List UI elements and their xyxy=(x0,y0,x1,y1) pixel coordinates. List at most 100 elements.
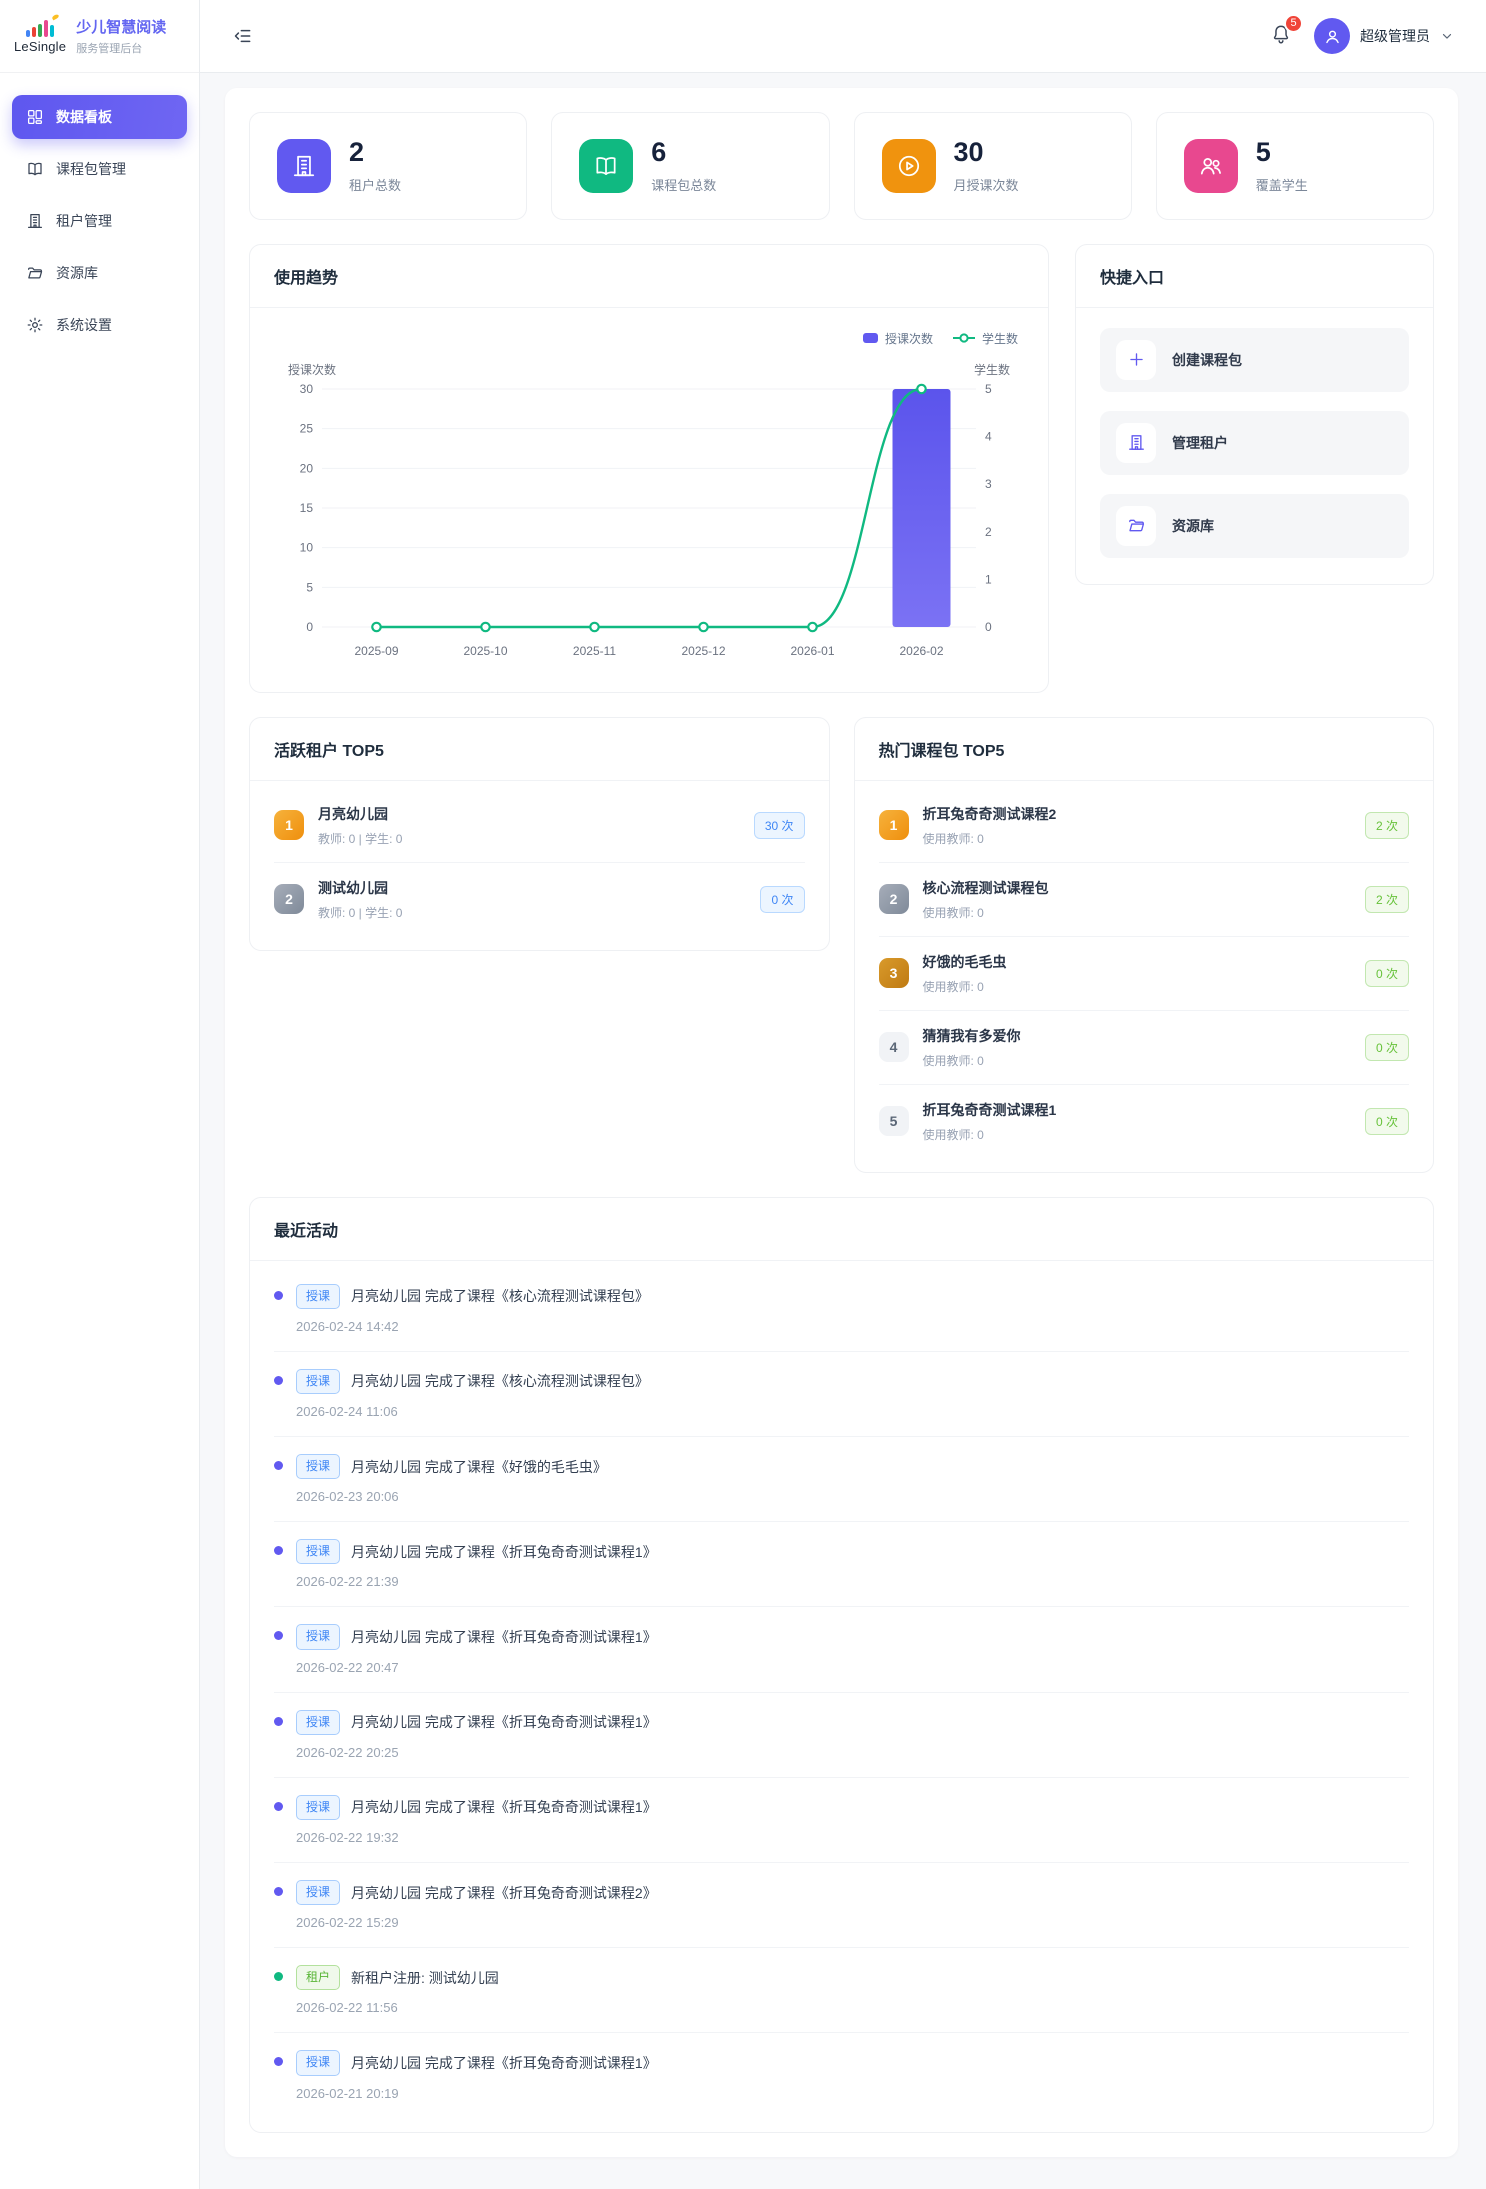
activity-text: 月亮幼儿园 完成了课程《折耳兔奇奇测试课程1》 xyxy=(351,1799,657,1816)
building-icon xyxy=(293,155,315,176)
sidebar-item-1[interactable]: 课程包管理 xyxy=(12,147,187,191)
activity-time: 2026-02-22 11:56 xyxy=(296,2000,398,2016)
count-badge: 0 次 xyxy=(1364,1107,1409,1135)
quick-entry-card: 快捷入口 创建课程包 管理租户 资源库 xyxy=(1075,243,1434,585)
legend-label: 学生数 xyxy=(981,331,1018,346)
rank-badge: 1 xyxy=(878,810,909,841)
sidebar-item-3[interactable]: 资源库 xyxy=(12,251,187,295)
people-icon xyxy=(1200,157,1221,175)
quick-entry-item-1[interactable]: 管理租户 xyxy=(1100,410,1409,475)
activity-tag: 授课 xyxy=(296,1709,341,1735)
sidebar-collapse-button[interactable] xyxy=(226,19,260,53)
user-name: 超级管理员 xyxy=(1360,28,1430,44)
activity-text: 月亮幼儿园 完成了课程《折耳兔奇奇测试课程2》 xyxy=(351,1884,657,1901)
sidebar-item-label: 系统设置 xyxy=(56,317,112,333)
item-name: 折耳兔奇奇测试课程1 xyxy=(922,1101,1057,1118)
item-meta: 使用教师: 0 xyxy=(922,979,984,994)
quick-entry-icon-tile xyxy=(1116,339,1156,380)
activity-dot xyxy=(274,1716,283,1726)
sidebar-item-4[interactable]: 系统设置 xyxy=(12,303,187,347)
lesingle-logo-icon: LeSingle xyxy=(14,13,67,54)
item-name: 测试幼儿园 xyxy=(318,879,388,896)
svg-text:0: 0 xyxy=(985,620,992,634)
bell-icon xyxy=(1273,24,1289,43)
activity-item: 授课 月亮幼儿园 完成了课程《核心流程测试课程包》 2026-02-24 14:… xyxy=(274,1267,1409,1352)
fold-icon xyxy=(234,29,251,43)
svg-text:3: 3 xyxy=(985,477,992,491)
stat-label: 覆盖学生 xyxy=(1255,177,1308,193)
activity-time: 2026-02-24 14:42 xyxy=(296,1318,399,1334)
activity-text: 月亮幼儿园 完成了课程《折耳兔奇奇测试课程1》 xyxy=(351,1629,657,1646)
top-list-item: 1 折耳兔奇奇测试课程2 使用教师: 0 2 次 xyxy=(878,789,1409,863)
stat-value: 2 xyxy=(349,137,365,167)
stats-row: 2 租户总数 6 课程包总数 30 月授课次数 5 覆盖学生 xyxy=(249,112,1434,220)
activity-text: 月亮幼儿园 完成了课程《折耳兔奇奇测试课程1》 xyxy=(351,1543,657,1560)
quick-entry-title: 快捷入口 xyxy=(1076,245,1433,308)
activity-tag: 授课 xyxy=(296,1624,341,1650)
activity-dot xyxy=(274,1461,283,1471)
topbar: 5 超级管理员 xyxy=(200,0,1486,73)
dashboard-icon xyxy=(27,109,43,125)
top-list-item: 4 猜猜我有多爱你 使用教师: 0 0 次 xyxy=(878,1011,1409,1085)
activity-time: 2026-02-22 19:32 xyxy=(296,1830,399,1845)
activity-text: 月亮幼儿园 完成了课程《折耳兔奇奇测试课程1》 xyxy=(351,1714,657,1731)
count-badge: 2 次 xyxy=(1364,811,1409,839)
usage-trend-title: 使用趋势 xyxy=(250,245,1048,308)
play-circle-icon xyxy=(898,155,919,176)
activity-tag: 租户 xyxy=(296,1965,341,1991)
activity-time: 2026-02-23 20:06 xyxy=(296,1489,399,1505)
activity-dot xyxy=(274,1546,283,1556)
top-list-item: 1 月亮幼儿园 教师: 0 | 学生: 0 30 次 xyxy=(274,789,805,863)
stat-value: 5 xyxy=(1255,137,1271,167)
quick-entry-list: 创建课程包 管理租户 资源库 xyxy=(1076,308,1433,584)
activity-item: 授课 月亮幼儿园 完成了课程《折耳兔奇奇测试课程1》 2026-02-22 21… xyxy=(274,1522,1409,1608)
item-name: 好饿的毛毛虫 xyxy=(922,953,1007,970)
activity-item: 授课 月亮幼儿园 完成了课程《折耳兔奇奇测试课程2》 2026-02-22 15… xyxy=(274,1863,1409,1949)
rank-badge: 3 xyxy=(878,958,909,989)
app-title: 少儿智慧阅读 xyxy=(76,19,167,36)
bar-legend-swatch xyxy=(862,333,878,344)
stat-icon-tile xyxy=(579,138,634,193)
svg-text:20: 20 xyxy=(300,461,314,475)
svg-text:25: 25 xyxy=(300,421,314,435)
item-name: 核心流程测试课程包 xyxy=(922,879,1049,896)
user-menu[interactable]: 超级管理员 xyxy=(1314,18,1454,54)
sidebar-item-2[interactable]: 租户管理 xyxy=(12,199,187,243)
book-icon xyxy=(596,157,616,175)
activity-text: 新租户注册: 测试幼儿园 xyxy=(351,1969,499,1986)
activity-dot xyxy=(274,2057,283,2067)
book-icon xyxy=(28,162,42,176)
sidebar-item-0[interactable]: 数据看板 xyxy=(12,95,187,139)
item-meta: 使用教师: 0 xyxy=(922,1053,984,1068)
stat-card-0: 2 租户总数 xyxy=(249,112,528,220)
svg-text:4: 4 xyxy=(985,429,992,443)
recent-activity-title: 最近活动 xyxy=(250,1198,1433,1261)
svg-text:学生数: 学生数 xyxy=(974,362,1010,377)
brand-header: LeSingle 少儿智慧阅读 服务管理后台 xyxy=(0,0,199,73)
quick-entry-item-2[interactable]: 资源库 xyxy=(1100,493,1409,558)
legend-item-line[interactable]: 学生数 xyxy=(952,330,1018,347)
activity-tag: 授课 xyxy=(296,1539,341,1565)
top-list-item: 2 核心流程测试课程包 使用教师: 0 2 次 xyxy=(878,863,1409,937)
activity-dot xyxy=(274,1972,283,1982)
rank-badge: 2 xyxy=(274,884,304,915)
building-icon xyxy=(27,213,43,229)
stat-value: 6 xyxy=(651,137,667,167)
logo-text: LeSingle xyxy=(14,38,67,54)
stat-value: 30 xyxy=(953,137,984,167)
svg-text:0: 0 xyxy=(306,620,313,634)
legend-item-bar[interactable]: 授课次数 xyxy=(862,330,933,347)
notifications-button[interactable]: 5 xyxy=(1270,13,1303,50)
top-list-item: 5 折耳兔奇奇测试课程1 使用教师: 0 0 次 xyxy=(878,1085,1409,1158)
svg-text:授课次数: 授课次数 xyxy=(288,362,336,377)
quick-entry-icon-tile xyxy=(1116,505,1156,546)
recent-activity-list: 授课 月亮幼儿园 完成了课程《核心流程测试课程包》 2026-02-24 14:… xyxy=(250,1261,1433,2132)
stat-icon-tile xyxy=(277,138,331,193)
rank-badge: 1 xyxy=(274,810,304,841)
quick-entry-item-0[interactable]: 创建课程包 xyxy=(1100,327,1409,392)
activity-dot xyxy=(274,1631,283,1641)
svg-text:2025-09: 2025-09 xyxy=(354,644,398,658)
usage-trend-chart: 0 5 10 15 20 25 30 0 1 2 3 4 5 2025-09 2025-10 2025-11 2… xyxy=(288,362,1010,658)
activity-item: 授课 月亮幼儿园 完成了课程《折耳兔奇奇测试课程1》 2026-02-22 20… xyxy=(274,1693,1409,1778)
